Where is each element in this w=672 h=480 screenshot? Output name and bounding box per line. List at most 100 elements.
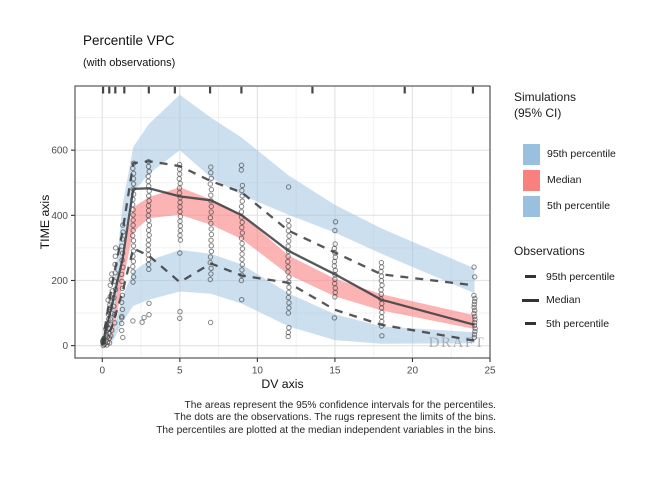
legend-obs-label: 95th percentile bbox=[546, 270, 615, 283]
observation-dot bbox=[119, 327, 125, 334]
observation-dot bbox=[146, 232, 152, 238]
observation-dot bbox=[119, 315, 125, 321]
observation-dot bbox=[177, 250, 183, 256]
legend-observations-title: Observations bbox=[514, 244, 585, 258]
observation-dot bbox=[208, 186, 215, 193]
dashed-line-key-icon bbox=[521, 322, 539, 326]
observation-dot bbox=[239, 230, 246, 236]
observation-dot bbox=[239, 187, 245, 194]
observation-dot bbox=[208, 164, 214, 170]
observation-dot bbox=[107, 282, 114, 288]
observation-dot bbox=[379, 333, 385, 339]
y-axis-title: TIME axis bbox=[38, 194, 52, 250]
observation-dot bbox=[239, 251, 245, 257]
observation-dot bbox=[471, 292, 477, 299]
legend-sim-item-1: 95th percentile bbox=[513, 141, 616, 167]
observation-dot bbox=[145, 242, 152, 248]
observation-dot bbox=[130, 238, 137, 244]
observation-dot bbox=[285, 333, 291, 340]
observation-dot bbox=[286, 305, 292, 311]
observation-dot bbox=[145, 173, 151, 180]
observation-dot bbox=[145, 178, 152, 184]
observation-dot bbox=[286, 284, 292, 290]
obs-line-dashed bbox=[101, 160, 475, 345]
sim-band bbox=[109, 249, 475, 346]
observation-dot bbox=[471, 331, 478, 338]
legend-color-swatch bbox=[523, 169, 540, 191]
observation-dot bbox=[208, 170, 214, 176]
x-tick-label: 0 bbox=[100, 366, 106, 377]
legend-sim-label: 5th percentile bbox=[547, 200, 611, 212]
observation-dot bbox=[286, 238, 292, 244]
observation-dot bbox=[285, 253, 291, 260]
observation-dot bbox=[145, 261, 152, 268]
observation-dot bbox=[471, 322, 478, 329]
observation-dot bbox=[285, 269, 291, 275]
observation-dot bbox=[207, 319, 214, 326]
x-tick-label: 10 bbox=[252, 366, 264, 377]
observation-dot bbox=[109, 271, 115, 277]
legend-simulations-title: Simulations (95% CI) bbox=[514, 90, 576, 121]
observation-dot bbox=[239, 182, 246, 189]
observation-dot bbox=[286, 223, 292, 229]
observation-dot bbox=[146, 300, 152, 306]
panel-border bbox=[74, 85, 491, 359]
observation-dot bbox=[207, 215, 214, 221]
observation-dot bbox=[208, 231, 215, 238]
observation-dot bbox=[119, 285, 126, 291]
y-tick-label: 200 bbox=[51, 276, 68, 287]
observation-dot bbox=[238, 235, 245, 241]
x-tick-label: 25 bbox=[484, 366, 496, 377]
observation-dot bbox=[239, 198, 246, 204]
legend-obs-item-3: 5th percentile bbox=[513, 312, 615, 336]
observation-dot bbox=[238, 277, 245, 284]
observation-dot bbox=[239, 297, 245, 303]
observation-dot bbox=[146, 207, 152, 214]
observation-dot bbox=[285, 217, 291, 224]
observation-dot bbox=[130, 269, 136, 275]
legend-sim-label: Median bbox=[547, 174, 582, 186]
observation-dot bbox=[145, 256, 152, 263]
observation-dot bbox=[208, 237, 214, 243]
observation-dot bbox=[286, 300, 292, 306]
observation-dot bbox=[285, 294, 292, 301]
dashed-line-key-icon bbox=[521, 275, 539, 279]
observation-dot bbox=[146, 312, 152, 318]
observation-dot bbox=[130, 248, 137, 254]
observation-dot bbox=[119, 306, 126, 313]
obs-line-solid bbox=[101, 187, 475, 345]
observation-dot bbox=[331, 315, 338, 321]
observation-dot bbox=[471, 298, 478, 305]
legend-obs-item-1: 95th percentile bbox=[513, 265, 615, 289]
observation-dot bbox=[119, 320, 125, 327]
observation-dot bbox=[130, 217, 136, 223]
observation-dot bbox=[130, 222, 136, 228]
observation-dot bbox=[208, 271, 214, 277]
x-axis-title: DV axis bbox=[261, 377, 304, 391]
observation-dot bbox=[286, 274, 292, 280]
observation-dot bbox=[130, 279, 136, 285]
line-sample bbox=[524, 275, 536, 279]
x-tick-label: 5 bbox=[177, 366, 183, 377]
observation-dot bbox=[130, 263, 136, 270]
observation-dot bbox=[332, 219, 339, 225]
legend-obs-item-2: Median bbox=[513, 289, 615, 313]
legend-sim-item-2: Median bbox=[513, 167, 616, 193]
observation-dot bbox=[208, 175, 215, 182]
observation-dot bbox=[207, 254, 214, 260]
observation-dot bbox=[119, 292, 126, 298]
observation-dot bbox=[238, 167, 245, 173]
observation-dot bbox=[207, 181, 214, 187]
x-tick-label: 15 bbox=[329, 366, 341, 377]
observation-dot bbox=[130, 274, 137, 280]
observation-dot bbox=[130, 181, 137, 187]
observation-dot bbox=[146, 266, 152, 273]
observation-dot bbox=[471, 304, 477, 311]
observation-dot bbox=[146, 198, 152, 204]
observation-dot bbox=[145, 227, 152, 233]
observation-dot bbox=[239, 240, 245, 247]
observation-dot bbox=[177, 309, 183, 315]
observation-dot bbox=[285, 264, 291, 270]
y-tick-label: 0 bbox=[62, 341, 68, 352]
